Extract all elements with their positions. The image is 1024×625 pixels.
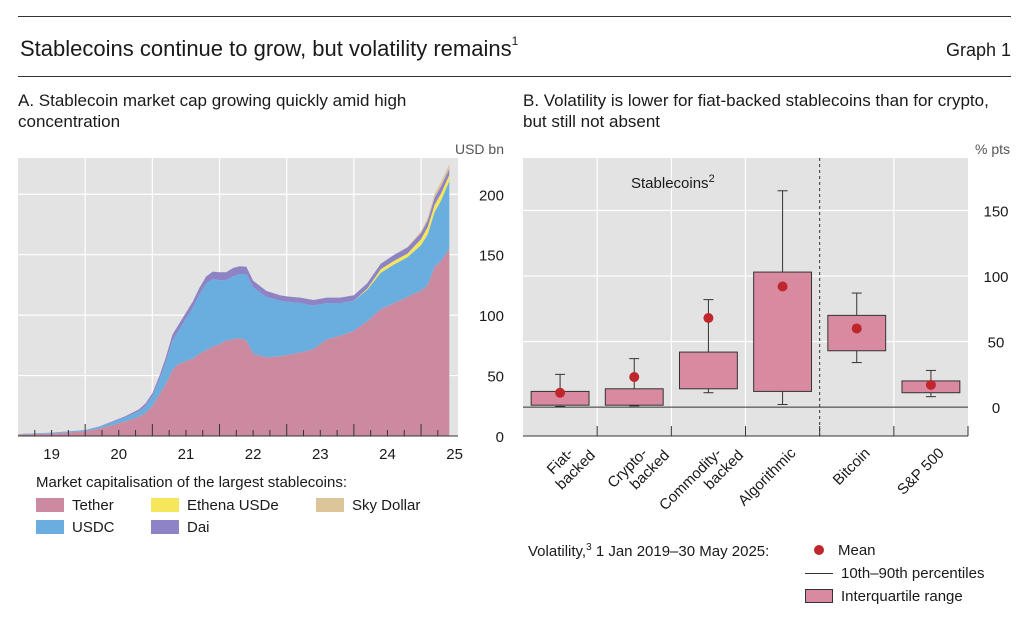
y-tick-label: 0 [992,400,1000,417]
legend-item-dai: Dai [151,519,210,536]
panel-b-unit: % pts [975,141,1010,157]
legend-label-ethena: Ethena USDe [187,497,279,514]
legend-swatch-dai [151,520,179,534]
y-tick-label: 200 [479,187,504,204]
x-tick-label: 23 [312,446,329,463]
title-rule [18,76,1011,77]
x-tick-label: 25 [446,446,463,463]
legend-label-sky-dollar: Sky Dollar [352,497,421,514]
x-tick-label: 20 [110,446,127,463]
y-tick-label: 50 [487,369,504,386]
group-footnote-marker: 2 [709,173,715,185]
panel-b-chart: Fiat-backed Crypto-backedCommodity-backed… [523,158,1009,526]
legend-item-tether: Tether [36,497,114,514]
panel-a-title: A. Stablecoin market cap growing quickly… [18,91,407,131]
legend-item-iqr: Interquartile range [805,588,963,605]
panel-b-legend: Volatility,3 1 Jan 2019–30 May 2025: Mea… [528,542,1018,612]
stablecoins-group-label: Stablecoins2 [631,173,715,192]
mean-marker [555,387,566,398]
iqr-box [678,351,738,390]
x-category-label: Algorithmic [735,444,800,509]
legend-item-usdc: USDC [36,519,115,536]
panel-a-chart: 19 20 21 22 23 24 25 0 50 100 150 200 [18,158,504,463]
x-category-label: Crypto-backed [604,435,673,504]
legend-swatch-ethena [151,498,179,512]
y-tick-label: 150 [983,203,1008,220]
area-series-usdc [18,181,450,435]
volatility-legend-title: Volatility,3 1 Jan 2019–30 May 2025: [528,542,770,560]
x-tick-label: 21 [178,446,195,463]
y-tick-label: 0 [496,429,504,446]
top-rule [18,16,1011,17]
y-tick-label: 100 [479,308,504,325]
legend-item-sky-dollar: Sky Dollar [316,497,420,514]
page-title: Stablecoins continue to grow, but volati… [20,34,519,61]
whisker-line-icon [805,573,833,574]
x-category-label: Commodity-backed [656,435,747,526]
y-tick-label: 50 [988,335,1005,352]
legend-title: Market capitalisation of the largest sta… [36,474,347,491]
panel-b-title: B. Volatility is lower for fiat-backed s… [523,91,989,131]
mean-marker [851,323,862,334]
y-tick-label: 150 [479,248,504,265]
iqr-box [753,271,813,392]
panel-a-legend: Market capitalisation of the largest sta… [36,474,506,544]
volatility-footnote-marker: 3 [586,542,592,553]
title-footnote-marker: 1 [511,34,519,48]
x-tick-label: 22 [245,446,262,463]
panel-a-unit: USD bn [455,141,504,157]
iqr-box [604,388,664,406]
x-tick-label: 19 [43,446,60,463]
area-series-tether [18,248,450,436]
x-category-label: Fiat-backed [541,435,599,493]
mean-marker [925,379,936,390]
legend-swatch-sky-dollar [316,498,344,512]
x-category-label: S&P 500 [894,445,948,499]
legend-label-usdc: USDC [72,519,115,536]
legend-swatch-tether [36,498,64,512]
mean-marker [629,371,640,382]
iqr-swatch-icon [805,589,833,603]
mean-marker-icon [814,545,824,555]
y-tick-label: 100 [983,269,1008,286]
mean-marker [777,281,788,292]
legend-item-percentiles: 10th–90th percentiles [805,565,984,582]
legend-label-tether: Tether [72,497,114,514]
mean-marker [703,312,714,323]
legend-item-mean: Mean [805,542,876,559]
legend-item-ethena: Ethena USDe [151,497,279,514]
legend-label-dai: Dai [187,519,210,536]
x-tick-label: 24 [379,446,396,463]
x-category-label: Bitcoin [830,445,874,489]
graph-label: Graph 1 [945,40,1011,60]
legend-swatch-usdc [36,520,64,534]
